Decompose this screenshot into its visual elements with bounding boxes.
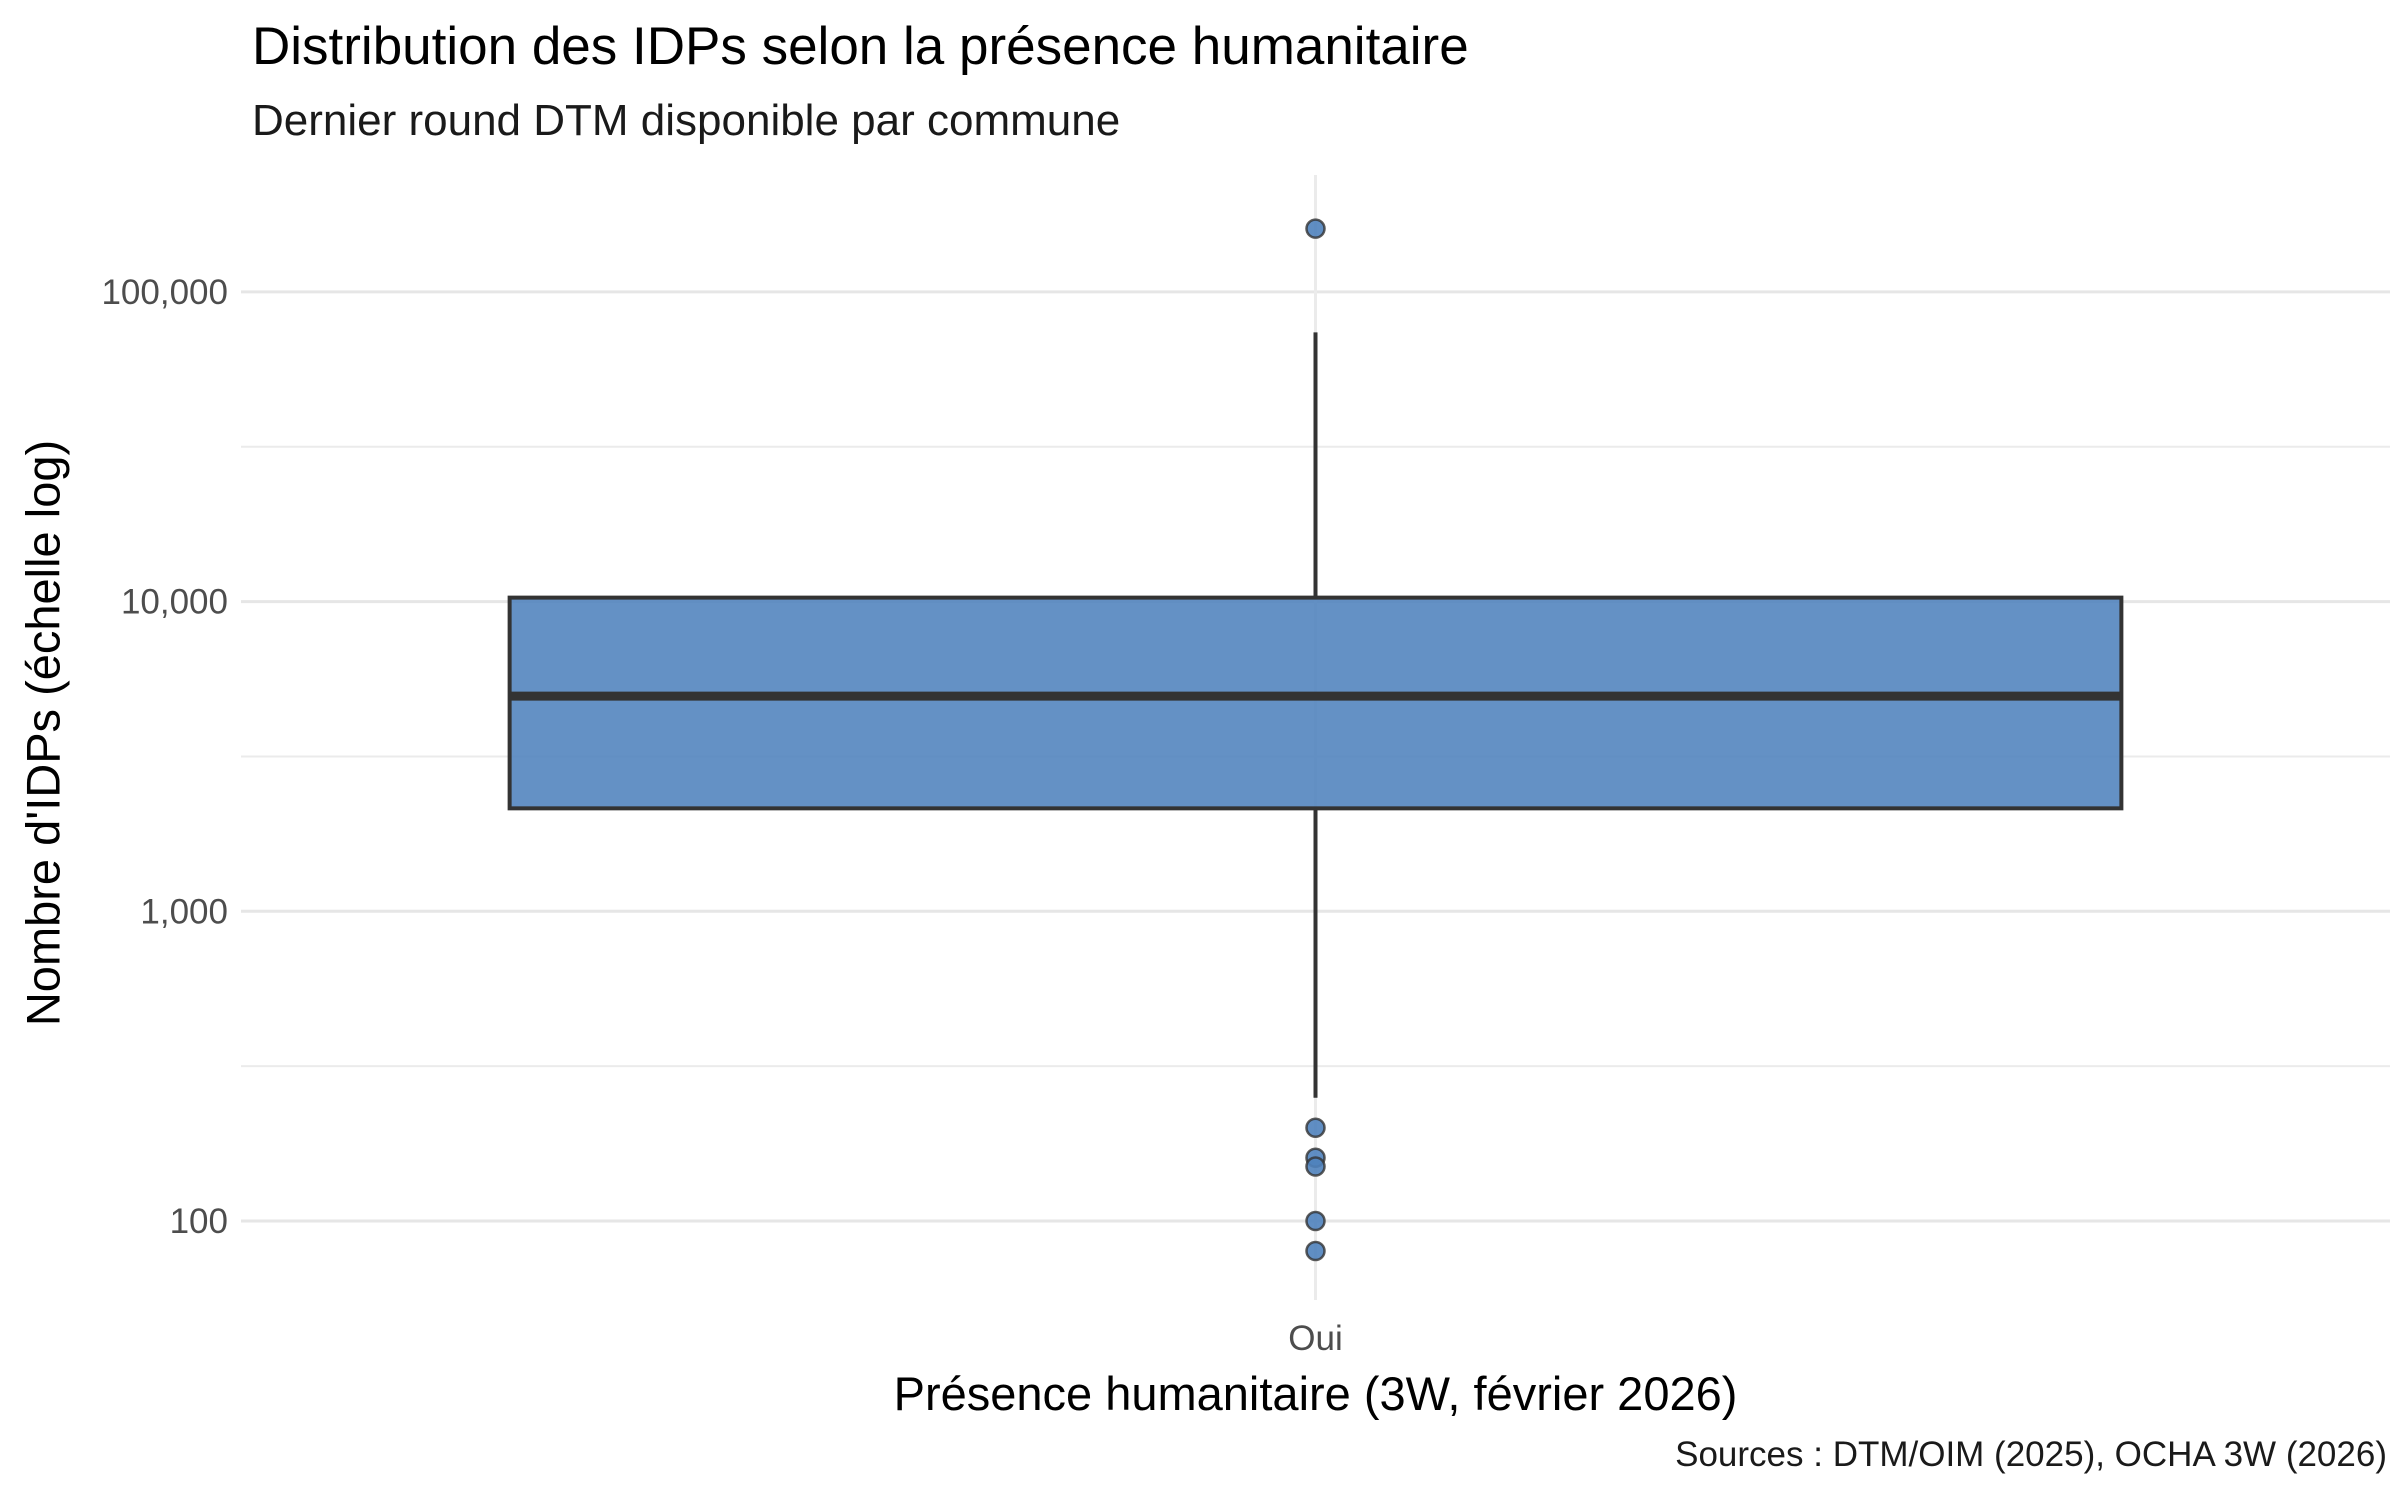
outlier-point: [1305, 1240, 1326, 1262]
chart-subtitle: Dernier round DTM disponible par commune: [252, 96, 1121, 145]
y-tick-label: 100,000: [101, 273, 228, 312]
x-axis-label: Présence humanitaire (3W, février 2026): [893, 1367, 1738, 1420]
outlier-point: [1305, 1156, 1326, 1177]
outlier-point: [1305, 218, 1326, 239]
y-tick-label: 100: [170, 1202, 228, 1241]
y-tick-label: 10,000: [121, 583, 228, 622]
outlier-point: [1305, 1210, 1326, 1232]
iqr-box: [507, 595, 2124, 811]
y-axis-label: Nombre d'IDPs (échelle log): [16, 439, 70, 1027]
x-tick-label: Oui: [1288, 1319, 1342, 1358]
y-tick-label: 1,000: [140, 892, 228, 931]
chart-caption: Sources : DTM/OIM (2025), OCHA 3W (2026): [1675, 1435, 2387, 1474]
outlier-point: [1305, 1117, 1326, 1139]
boxes: [507, 218, 2124, 1262]
chart-title: Distribution des IDPs selon la présence …: [252, 17, 1469, 76]
x-axis-ticks: Oui: [1288, 1319, 1342, 1358]
y-axis-ticks: 100 1,000 10,000 100,000: [101, 273, 228, 1241]
